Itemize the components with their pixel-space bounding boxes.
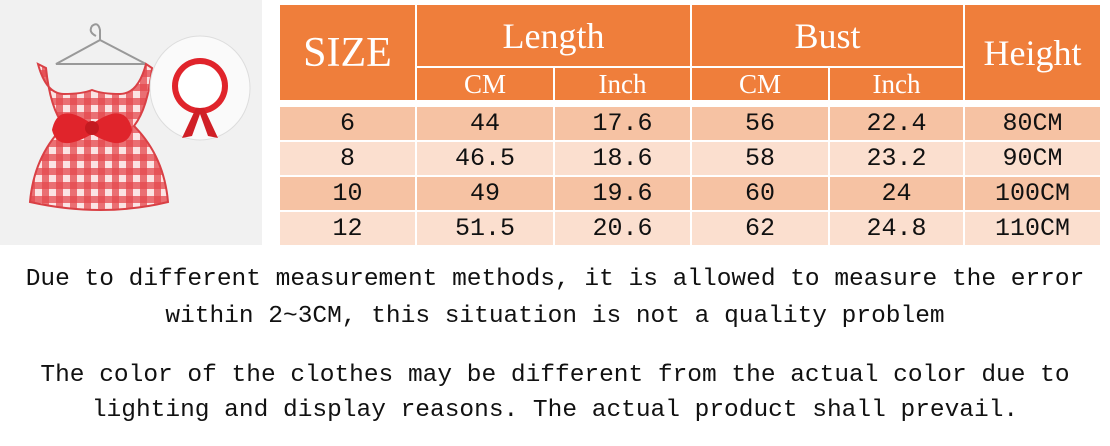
size-cell: 56 bbox=[690, 105, 830, 142]
subheader-row: CM Inch CM Inch bbox=[279, 66, 1101, 102]
note-line: The color of the clothes may be differen… bbox=[40, 362, 1070, 389]
note-line: Due to different measurement methods, it… bbox=[25, 266, 1085, 293]
subheader-cell: CM bbox=[690, 66, 830, 102]
size-cell: 22.4 bbox=[828, 105, 965, 142]
header-cell: Bust bbox=[690, 3, 965, 68]
size-table: SIZE Length Bust Height CM Inch CM Inch 6 44 17.6 5… bbox=[278, 3, 1102, 247]
size-row: 8 46.5 18.6 58 23.2 90CM bbox=[278, 140, 1102, 177]
size-cell: 62 bbox=[690, 210, 830, 247]
size-cell: 6 bbox=[278, 105, 417, 142]
header-cell: SIZE bbox=[278, 3, 417, 102]
size-cell: 46.5 bbox=[415, 140, 555, 177]
subheader-cell: CM bbox=[415, 66, 555, 102]
size-cell: 24.8 bbox=[828, 210, 965, 247]
header-row: SIZE Length Bust Height bbox=[278, 3, 1102, 102]
note-line: within 2~3CM, this situation is not a qu… bbox=[165, 303, 945, 330]
size-cell: 51.5 bbox=[415, 210, 555, 247]
size-row: 12 51.5 20.6 62 24.8 110CM bbox=[278, 210, 1102, 247]
header-cell: Length bbox=[415, 3, 692, 68]
note-line: lighting and display reasons. The actual… bbox=[91, 397, 1019, 424]
size-row: 6 44 17.6 56 22.4 80CM bbox=[278, 105, 1102, 142]
size-cell: 44 bbox=[415, 105, 555, 142]
size-cell: 60 bbox=[690, 175, 830, 212]
size-cell: 49 bbox=[415, 175, 555, 212]
size-cell: 12 bbox=[278, 210, 417, 247]
size-cell: 20.6 bbox=[553, 210, 692, 247]
size-cell: 24 bbox=[828, 175, 965, 212]
size-cell: 19.6 bbox=[553, 175, 692, 212]
size-cell: 90CM bbox=[963, 140, 1102, 177]
size-cell: 10 bbox=[278, 175, 417, 212]
subheader-cell: Inch bbox=[553, 66, 692, 102]
header-cell: Height bbox=[963, 3, 1102, 102]
size-cell: 23.2 bbox=[828, 140, 965, 177]
product-photo bbox=[0, 0, 262, 245]
size-cell: 110CM bbox=[963, 210, 1102, 247]
size-row: 10 49 19.6 60 24 100CM bbox=[278, 175, 1102, 212]
size-cell: 18.6 bbox=[553, 140, 692, 177]
size-cell: 100CM bbox=[963, 175, 1102, 212]
size-cell: 17.6 bbox=[553, 105, 692, 142]
size-cell: 8 bbox=[278, 140, 417, 177]
size-cell: 58 bbox=[690, 140, 830, 177]
size-cell: 80CM bbox=[963, 105, 1102, 142]
subheader-cell: Inch bbox=[828, 66, 965, 102]
